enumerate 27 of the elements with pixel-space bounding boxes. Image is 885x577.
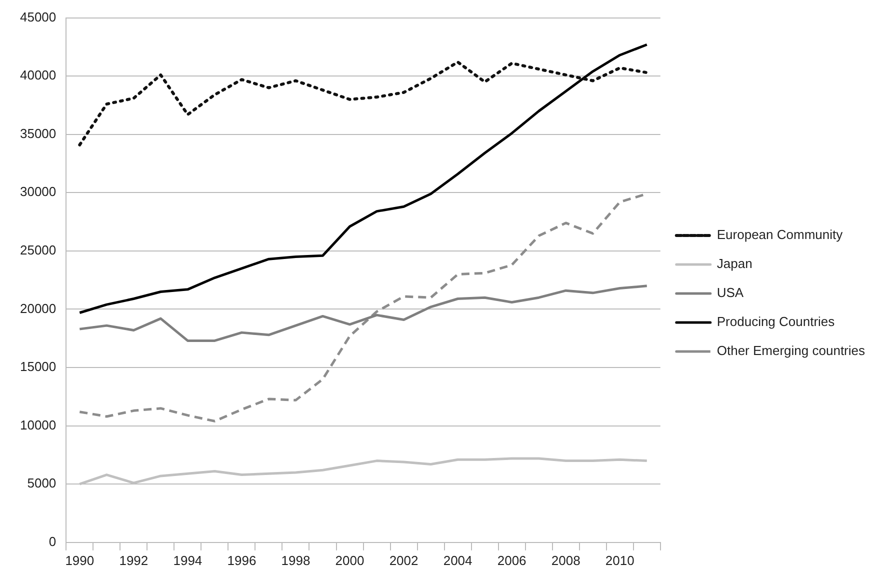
x-tick-label: 2002 — [389, 552, 418, 568]
x-tick-label: 1996 — [227, 552, 256, 568]
y-tick-label: 40000 — [20, 68, 56, 83]
y-tick-label: 15000 — [20, 359, 56, 374]
y-tick-label: 25000 — [20, 242, 56, 258]
legend-label: Japan — [716, 256, 752, 272]
legend-label: European Community — [716, 227, 844, 242]
y-tick-label: 45000 — [20, 9, 56, 24]
x-tick-label: 1994 — [173, 552, 202, 568]
x-tick-label: 1990 — [65, 552, 94, 568]
y-tick-label: 0 — [48, 534, 56, 549]
y-tick-label: 30000 — [20, 184, 56, 200]
y-tick-label: 5000 — [27, 476, 56, 491]
x-tick-label: 1992 — [119, 552, 148, 568]
y-tick-label: 35000 — [20, 126, 56, 141]
legend-label: Other Emerging countries — [716, 343, 866, 358]
legend-label: Producing Countries — [716, 314, 836, 330]
x-tick-label: 2006 — [497, 552, 526, 568]
x-tick-label: 2004 — [443, 552, 472, 568]
x-tick-label: 1998 — [281, 552, 310, 568]
x-tick-label: 2008 — [551, 552, 580, 568]
x-tick-label: 2010 — [605, 552, 634, 568]
x-tick-label: 2000 — [335, 552, 364, 568]
y-tick-label: 20000 — [20, 300, 56, 316]
y-tick-label: 10000 — [20, 417, 56, 432]
legend-label: USA — [716, 285, 744, 300]
line-series — [78, 60, 648, 146]
